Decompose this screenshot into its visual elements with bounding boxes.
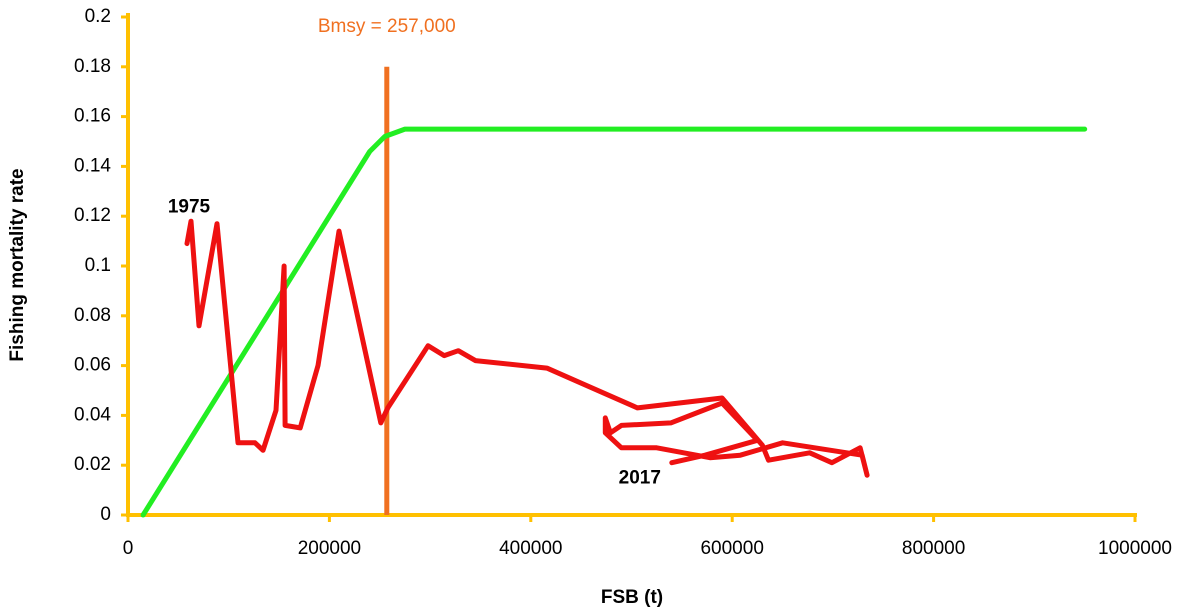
y-tick-label: 0.04 — [74, 404, 111, 425]
bmsy-label: Bmsy = 257,000 — [318, 16, 456, 37]
y-tick-label: 0.16 — [74, 106, 111, 127]
y-tick-label: 0.18 — [74, 56, 111, 77]
series-line — [140, 126, 1088, 518]
x-tick-label: 400000 — [499, 538, 562, 559]
x-tick-label: 800000 — [902, 538, 965, 559]
x-tick-label: 600000 — [700, 538, 763, 559]
y-tick-label: 0.1 — [85, 255, 111, 276]
x-axis-title: FSB (t) — [601, 587, 663, 608]
y-tick-label: 0.08 — [74, 305, 111, 326]
y-tick-label: 0.06 — [74, 355, 111, 376]
x-tick-label: 0 — [123, 538, 134, 559]
y-tick-label: 0.2 — [85, 6, 111, 27]
y-tick-label: 0.14 — [74, 155, 111, 176]
y-tick-label: 0.12 — [74, 205, 111, 226]
point-label: 1975 — [168, 197, 211, 218]
point-label: 2017 — [619, 468, 661, 489]
x-tick-label: 200000 — [298, 538, 361, 559]
y-tick-label: 0 — [100, 504, 111, 525]
y-axis-title: Fishing mortality rate — [7, 168, 28, 361]
x-tick-label: 1000000 — [1098, 538, 1172, 559]
y-tick-label: 0.02 — [74, 454, 111, 475]
series-line — [184, 218, 870, 478]
